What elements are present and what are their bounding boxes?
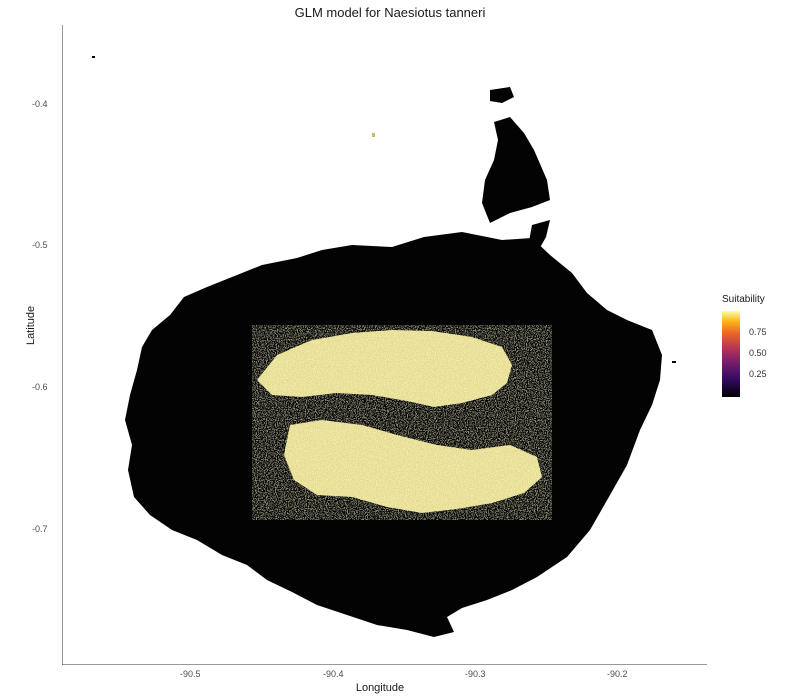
map-panel	[58, 25, 707, 669]
tiny-islet-2	[372, 133, 375, 137]
legend: Suitability 0.75 0.50 0.25	[722, 294, 792, 404]
y-tick-label: -0.7	[32, 524, 48, 534]
chart-title: GLM model for Naesiotus tanneri	[294, 5, 486, 20]
tiny-islet-3	[672, 361, 676, 363]
high-suitability-zones	[252, 325, 552, 520]
tiny-islet-1	[92, 56, 95, 58]
x-tick-label: -90.3	[465, 669, 486, 679]
y-tick-label: -0.5	[32, 240, 48, 250]
northeast-spit	[528, 220, 550, 253]
legend-tick-label: 0.50	[749, 348, 767, 358]
y-tick-label: -0.6	[32, 382, 48, 392]
legend-tick-label: 0.75	[749, 327, 767, 337]
legend-tick-label: 0.25	[749, 369, 767, 379]
northern-islet	[490, 87, 514, 103]
northeast-peninsula	[482, 117, 550, 223]
x-tick-label: -90.4	[323, 669, 344, 679]
x-axis-label: Longitude	[355, 682, 405, 694]
legend-color-bar	[722, 311, 740, 397]
map-svg	[58, 25, 707, 669]
legend-title: Suitability	[722, 294, 765, 305]
x-tick-label: -90.2	[607, 669, 628, 679]
x-tick-label: -90.5	[180, 669, 201, 679]
y-axis-label: Latitude	[25, 305, 37, 345]
y-tick-label: -0.4	[32, 99, 48, 109]
